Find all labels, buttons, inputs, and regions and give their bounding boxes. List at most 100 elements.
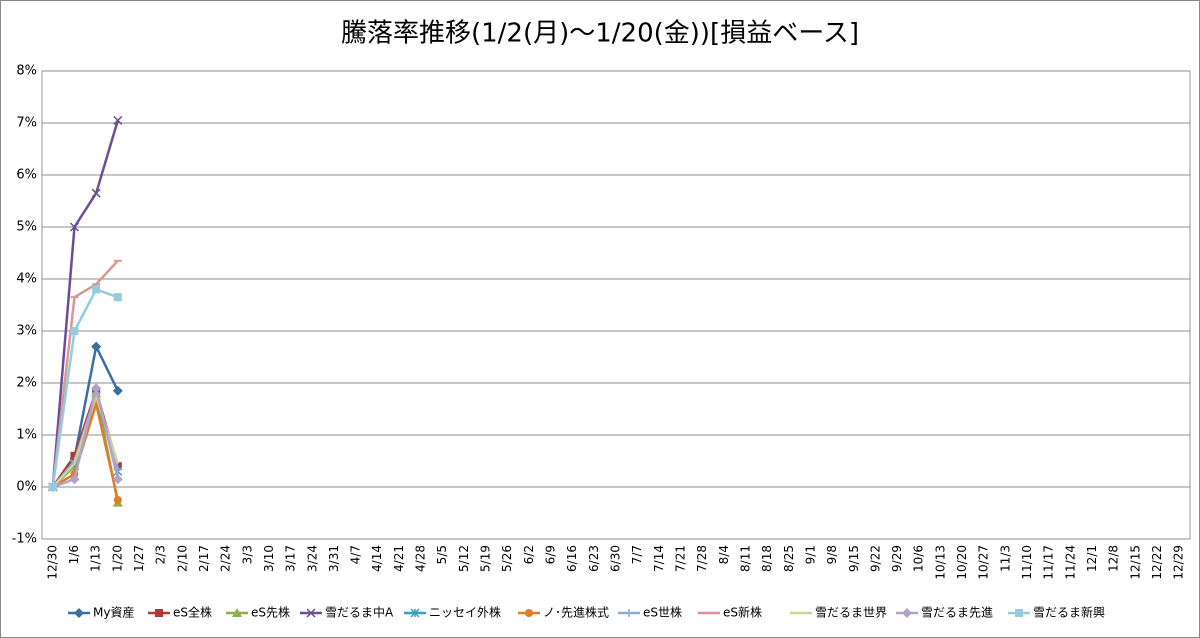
x-tick-label: 6/9	[544, 545, 558, 564]
x-tick-label: 12/22	[1150, 545, 1164, 580]
x-tick-label: 9/15	[847, 545, 861, 572]
x-tick-label: 1/13	[89, 545, 103, 572]
x-tick-label: 9/1	[803, 545, 817, 564]
y-tick-label: 6%	[16, 168, 37, 183]
y-tick-label: 2%	[16, 376, 37, 391]
y-tick-label: 5%	[16, 220, 37, 235]
x-tick-label: 3/31	[327, 545, 341, 572]
marker	[69, 474, 80, 485]
legend-marker	[902, 608, 912, 618]
x-tick-label: 6/30	[609, 545, 623, 572]
x-tick-label: 2/3	[154, 545, 168, 564]
marker	[112, 385, 123, 396]
marker	[69, 222, 80, 232]
x-tick-label: 5/19	[479, 545, 493, 572]
legend-item: 雪だるま先進	[896, 606, 993, 620]
legend-marker	[306, 608, 316, 618]
x-tick-label: 12/29	[1172, 545, 1186, 580]
series-line	[51, 120, 120, 488]
x-tick-label: 12/1	[1085, 545, 1099, 572]
x-tick-label: 5/26	[500, 545, 514, 572]
x-tick-label: 7/21	[673, 545, 687, 572]
x-tick-label: 7/28	[695, 545, 709, 572]
legend-marker	[410, 608, 420, 618]
x-tick-label: 3/3	[240, 545, 254, 564]
legend-item: eS先株	[226, 605, 290, 620]
legend-item: My資産	[68, 605, 134, 620]
marker	[113, 293, 122, 302]
marker	[91, 341, 102, 352]
x-tick-label: 4/7	[349, 545, 363, 564]
x-tick-label: 6/16	[565, 545, 579, 572]
marker	[70, 327, 79, 335]
marker	[48, 483, 57, 491]
legend-label: ニッセイ外株	[429, 605, 501, 620]
x-tick-label: 5/5	[435, 545, 449, 564]
x-tick-label: 6/2	[522, 545, 536, 564]
x-tick-label: 10/13	[933, 545, 947, 580]
x-tick-label: 11/24	[1063, 545, 1077, 580]
x-tick-label: 1/20	[110, 545, 124, 572]
legend-label: My資産	[93, 605, 134, 620]
marker	[92, 285, 101, 294]
legend-marker	[74, 608, 84, 618]
y-tick-label: 0%	[16, 480, 37, 495]
x-tick-label: 8/11	[738, 545, 752, 572]
legend-item: eS新株	[698, 605, 762, 620]
marker	[91, 188, 101, 198]
legend-item: 雪だるま世界	[790, 606, 887, 620]
marker	[112, 474, 123, 485]
legend-label: ノ･先進株式	[543, 605, 609, 620]
x-tick-label: 11/17	[1042, 545, 1056, 580]
x-tick-label: 12/15	[1128, 545, 1142, 580]
x-tick-label: 3/10	[262, 545, 276, 572]
y-tick-label: 3%	[16, 324, 37, 339]
legend-item: 雪だるま中A	[300, 605, 394, 620]
legend-marker	[625, 609, 633, 617]
x-tick-label: 9/29	[890, 545, 904, 572]
x-tick-label: 3/24	[305, 545, 319, 572]
x-tick-label: 4/21	[392, 545, 406, 572]
x-tick-label: 8/25	[782, 545, 796, 572]
x-tick-label: 3/17	[284, 545, 298, 572]
x-tick-label: 2/17	[197, 545, 211, 572]
legend-item: eS全株	[148, 605, 212, 620]
x-tick-label: 5/12	[457, 545, 471, 572]
x-tick-label: 10/20	[955, 545, 969, 580]
legend-item: eS世株	[618, 605, 682, 620]
chart-title: 騰落率推移(1/2(月)～1/20(金))[損益ベース]	[341, 19, 859, 49]
x-tick-label: 12/30	[45, 545, 59, 580]
x-tick-label: 1/27	[132, 545, 146, 572]
legend-label: 雪だるま新興	[1033, 605, 1105, 620]
legend-label: eS新株	[723, 605, 762, 620]
x-tick-label: 10/27	[977, 545, 991, 580]
marker	[91, 383, 102, 394]
legend-label: 雪だるま世界	[815, 606, 887, 620]
legend-item: ニッセイ外株	[404, 605, 501, 620]
marker	[113, 496, 122, 504]
y-tick-label: -1%	[12, 532, 37, 547]
x-tick-label: 7/7	[630, 545, 644, 564]
legend-item: 雪だるま新興	[1008, 605, 1105, 620]
marker	[70, 451, 79, 460]
series-line	[51, 259, 119, 488]
legend-item: ノ･先進株式	[518, 605, 609, 620]
x-tick-label: 2/10	[175, 545, 189, 572]
x-tick-label: 10/6	[912, 545, 926, 572]
series-line	[52, 386, 120, 489]
legend-label: eS全株	[173, 605, 212, 620]
y-tick-label: 1%	[16, 428, 37, 443]
x-tick-label: 8/18	[760, 545, 774, 572]
x-tick-label: 8/4	[717, 545, 731, 564]
x-tick-label: 12/8	[1107, 545, 1121, 572]
x-tick-label: 11/3	[998, 545, 1012, 572]
y-tick-label: 7%	[16, 116, 37, 131]
legend-marker	[155, 609, 163, 617]
x-tick-label: 9/22	[868, 545, 882, 572]
x-tick-label: 7/14	[652, 545, 666, 572]
y-tick-label: 4%	[16, 272, 37, 287]
legend-label: eS世株	[643, 605, 682, 620]
x-tick-label: 11/10	[1020, 545, 1034, 580]
